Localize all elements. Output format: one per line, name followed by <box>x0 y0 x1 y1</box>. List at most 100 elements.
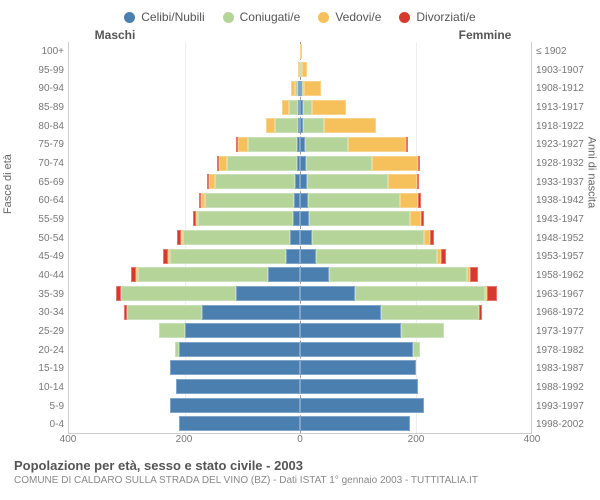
pyramid-row <box>69 321 531 340</box>
pyramid-row <box>69 247 531 266</box>
segment <box>159 323 185 338</box>
segment <box>401 323 444 338</box>
legend-label: Coniugati/e <box>240 10 301 24</box>
male-bar <box>69 61 300 80</box>
segment <box>215 174 296 189</box>
segment <box>205 193 295 208</box>
legend-swatch <box>399 12 410 23</box>
female-bar <box>300 61 531 80</box>
segment <box>413 342 420 357</box>
segment <box>300 398 424 413</box>
segment <box>470 267 478 282</box>
segment <box>406 137 408 152</box>
pyramid-row <box>69 266 531 285</box>
segment <box>308 193 400 208</box>
y-tick-age: 45-49 <box>10 247 68 266</box>
pyramid-row <box>69 303 531 322</box>
segment <box>179 416 300 431</box>
legend-swatch <box>318 12 329 23</box>
segment <box>479 305 482 320</box>
y-tick-age: 55-59 <box>10 210 68 229</box>
male-bar <box>69 247 300 266</box>
segment <box>282 100 289 115</box>
y-tick-age: 75-79 <box>10 135 68 154</box>
segment <box>170 360 300 375</box>
segment <box>275 118 298 133</box>
female-bar <box>300 359 531 378</box>
segment <box>312 100 347 115</box>
segment <box>300 360 416 375</box>
female-bar <box>300 117 531 136</box>
y-axis-left: 100+95-9990-9485-8980-8475-7970-7465-696… <box>10 42 68 434</box>
pyramid-row <box>69 377 531 396</box>
x-tick: 200 <box>408 434 425 445</box>
segment <box>307 174 388 189</box>
female-bar <box>300 247 531 266</box>
y-tick-year: 1948-1952 <box>532 229 590 248</box>
y-tick-year: 1903-1907 <box>532 61 590 80</box>
female-bar <box>300 303 531 322</box>
segment <box>198 211 293 226</box>
female-bar <box>300 396 531 415</box>
y-tick-age: 40-44 <box>10 266 68 285</box>
pyramid-row <box>69 79 531 98</box>
legend-item: Vedovi/e <box>318 10 381 24</box>
male-bar <box>69 79 300 98</box>
female-bar <box>300 191 531 210</box>
male-bar <box>69 98 300 117</box>
y-tick-age: 65-69 <box>10 173 68 192</box>
female-bar <box>300 228 531 247</box>
segment <box>238 137 248 152</box>
segment <box>329 267 468 282</box>
segment <box>127 305 202 320</box>
segment <box>300 286 355 301</box>
y-tick-year: 1928-1932 <box>532 154 590 173</box>
y-tick-age: 35-39 <box>10 285 68 304</box>
y-tick-year: 1953-1957 <box>532 247 590 266</box>
x-tick: 200 <box>176 434 193 445</box>
legend-swatch <box>223 12 234 23</box>
y-tick-age: 30-34 <box>10 303 68 322</box>
population-pyramid-chart: Celibi/NubiliConiugati/eVedovi/eDivorzia… <box>0 0 600 500</box>
segment <box>418 193 421 208</box>
y-tick-year: 1968-1972 <box>532 303 590 322</box>
segment <box>179 342 300 357</box>
female-bar <box>300 415 531 434</box>
pyramid-row <box>69 396 531 415</box>
female-bar <box>300 154 531 173</box>
pyramid-row <box>69 415 531 434</box>
y-tick-year: 1973-1977 <box>532 322 590 341</box>
y-tick-year: 1918-1922 <box>532 117 590 136</box>
y-axis-right-title: Anni di nascita <box>586 137 598 209</box>
chart-subtitle: COMUNE DI CALDARO SULLA STRADA DEL VINO … <box>14 475 590 486</box>
male-bar <box>69 191 300 210</box>
segment <box>421 211 424 226</box>
segment <box>304 81 321 96</box>
segment <box>302 62 307 77</box>
male-bar <box>69 42 300 61</box>
segment <box>355 286 485 301</box>
segment <box>300 323 401 338</box>
pyramid-row <box>69 340 531 359</box>
female-bar <box>300 79 531 98</box>
male-bar <box>69 135 300 154</box>
segment <box>121 286 237 301</box>
x-tick: 0 <box>297 434 303 445</box>
segment <box>202 305 300 320</box>
segment <box>300 174 307 189</box>
legend: Celibi/NubiliConiugati/eVedovi/eDivorzia… <box>10 10 590 24</box>
segment <box>430 230 434 245</box>
male-bar <box>69 154 300 173</box>
female-bar <box>300 321 531 340</box>
segment <box>400 193 417 208</box>
y-tick-age: 90-94 <box>10 79 68 98</box>
segment <box>289 100 298 115</box>
segment <box>487 286 497 301</box>
pyramid-row <box>69 117 531 136</box>
segment <box>381 305 479 320</box>
pyramid-row <box>69 228 531 247</box>
segment <box>300 267 329 282</box>
male-bar <box>69 266 300 285</box>
legend-label: Celibi/Nubili <box>141 10 204 24</box>
segment <box>300 211 309 226</box>
